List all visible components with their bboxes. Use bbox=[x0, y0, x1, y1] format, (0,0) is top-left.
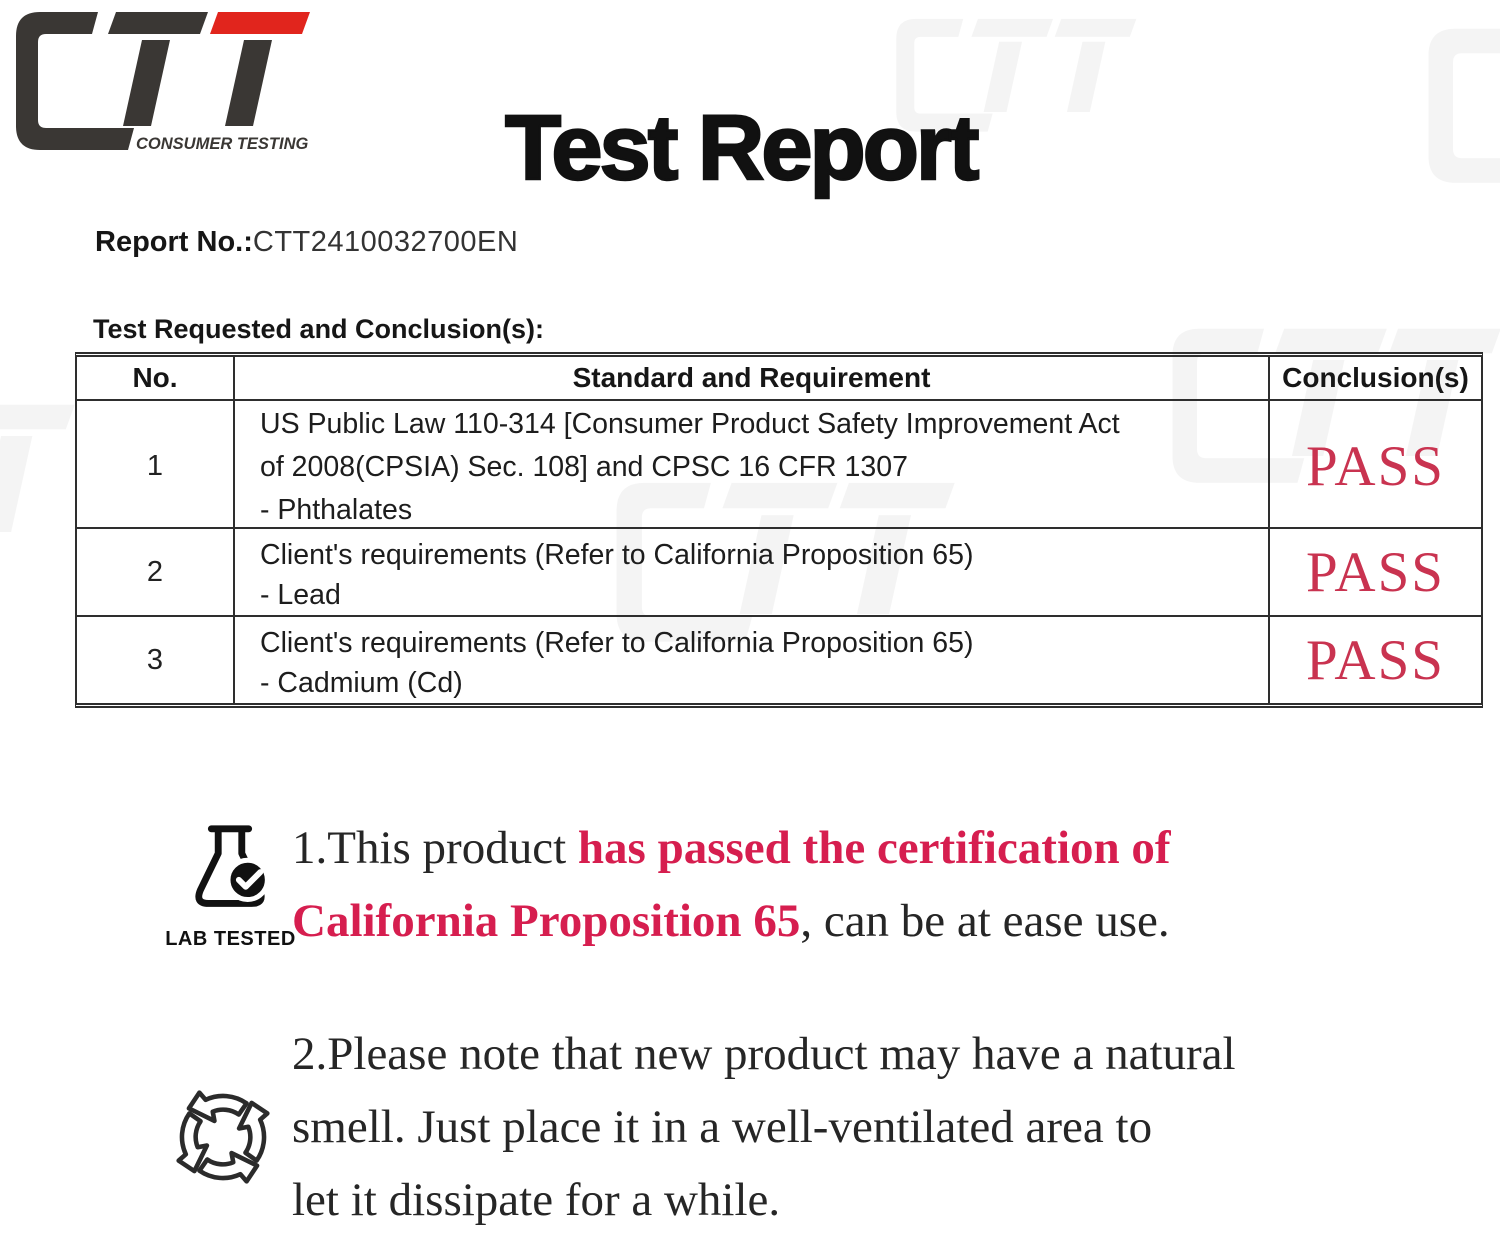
table-row: 3 Client's requirements (Refer to Califo… bbox=[77, 615, 1481, 703]
requirement-line: - Cadmium (Cd) bbox=[260, 667, 463, 699]
requirement-line: US Public Law 110-314 [Consumer Product … bbox=[260, 408, 1120, 440]
note-2-text: 2.Please note that new product may have … bbox=[292, 1018, 1236, 1237]
note-1-highlight: California Proposition 65 bbox=[292, 895, 801, 947]
note-1-text: 1.This product has passed the certificat… bbox=[292, 812, 1171, 958]
report-number-line: Report No.:CTT2410032700EN bbox=[95, 226, 518, 259]
row-number: 3 bbox=[146, 643, 164, 676]
report-number-label: Report No.: bbox=[95, 226, 253, 258]
results-table: No. Standard and Requirement Conclusion(… bbox=[75, 352, 1483, 708]
note-1-plain: 1.This product bbox=[292, 822, 578, 874]
row-number: 1 bbox=[146, 450, 164, 482]
note-2-line: let it dissipate for a while. bbox=[292, 1174, 781, 1226]
requirement-cell: Client's requirements (Refer to Californ… bbox=[233, 529, 1268, 615]
conclusion-pass: PASS bbox=[1268, 529, 1481, 615]
note-2-line: 2.Please note that new product may have … bbox=[292, 1028, 1236, 1080]
page-title: Test Report bbox=[504, 96, 981, 200]
section-heading: Test Requested and Conclusion(s): bbox=[93, 314, 545, 344]
note-1-plain: , can be at ease use. bbox=[800, 895, 1170, 947]
table-header-standard: Standard and Requirement bbox=[233, 357, 1268, 399]
requirement-line: of 2008(CPSIA) Sec. 108] and CPSC 16 CFR… bbox=[260, 451, 908, 483]
requirement-cell: Client's requirements (Refer to Californ… bbox=[233, 617, 1268, 703]
note-2-line: smell. Just place it in a well-ventilate… bbox=[292, 1101, 1153, 1153]
row-number: 2 bbox=[146, 555, 164, 588]
report-number-value: CTT2410032700EN bbox=[252, 226, 519, 258]
table-row: 1 US Public Law 110-314 [Consumer Produc… bbox=[77, 399, 1481, 532]
requirement-line: Client's requirements (Refer to Californ… bbox=[260, 627, 974, 659]
requirement-line: Client's requirements (Refer to Californ… bbox=[260, 539, 974, 571]
requirement-line: - Phthalates bbox=[260, 494, 413, 526]
conclusion-pass: PASS bbox=[1268, 401, 1481, 532]
ctt-watermark bbox=[1424, 22, 1500, 190]
ctt-watermark bbox=[0, 398, 77, 566]
lab-tested-icon bbox=[176, 820, 284, 926]
table-row: 2 Client's requirements (Refer to Califo… bbox=[77, 527, 1481, 615]
table-header-row: No. Standard and Requirement Conclusion(… bbox=[77, 357, 1481, 399]
recycle-icon bbox=[166, 1080, 280, 1194]
note-1-highlight: has passed the certification of bbox=[577, 822, 1171, 874]
logo-tagline: CONSUMER TESTING TECH bbox=[136, 135, 312, 153]
lab-tested-label: LAB TESTED bbox=[165, 928, 296, 950]
table-header-conclusion: Conclusion(s) bbox=[1268, 357, 1481, 399]
conclusion-pass: PASS bbox=[1268, 617, 1481, 703]
requirement-line: - Lead bbox=[260, 579, 341, 611]
table-header-no: No. bbox=[132, 362, 178, 393]
ctt-logo: CONSUMER TESTING TECH bbox=[12, 6, 312, 158]
requirement-cell: US Public Law 110-314 [Consumer Product … bbox=[233, 401, 1268, 532]
